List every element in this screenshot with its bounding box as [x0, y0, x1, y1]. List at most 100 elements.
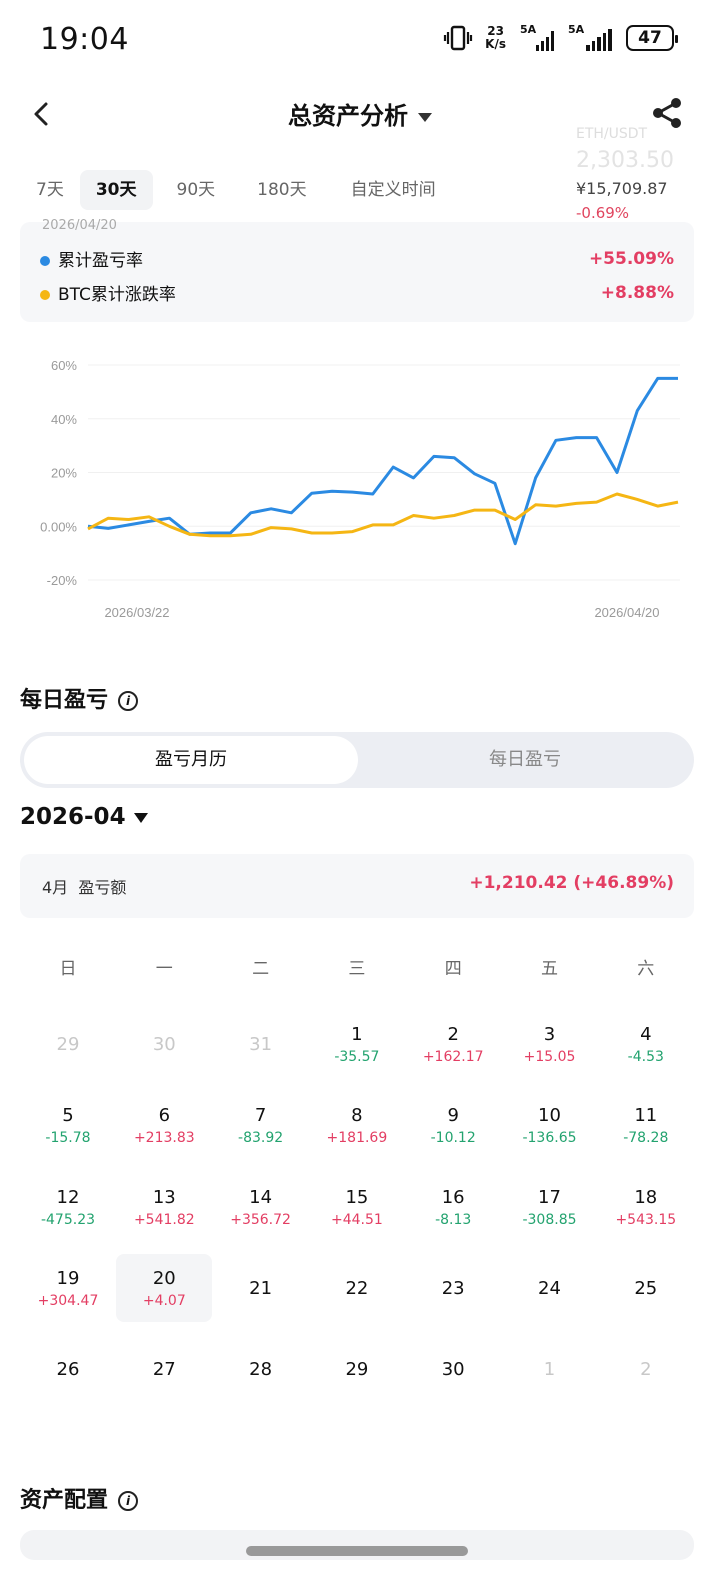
y-tick-label: 20%: [51, 466, 77, 481]
caret-down-icon: [418, 112, 432, 122]
yellow-dot-icon: [40, 290, 50, 300]
net-speed: 23 K/s: [485, 25, 506, 51]
day-number: 2: [640, 1359, 652, 1381]
day-number: 14: [249, 1186, 273, 1208]
calendar-day[interactable]: 29: [20, 1028, 116, 1096]
calendar-day[interactable]: 18 +543.15: [598, 1181, 694, 1249]
tab-30d[interactable]: 30天: [79, 170, 153, 210]
weekday-label: 一: [155, 959, 173, 979]
calendar-day[interactable]: 14 +356.72: [213, 1181, 309, 1249]
calendar-day[interactable]: 7 -83.92: [213, 1099, 309, 1167]
series-line: [87, 376, 678, 546]
calendar-day[interactable]: 10 -136.65: [502, 1099, 598, 1167]
x-tick-label: 2026/03/22: [104, 605, 169, 620]
blue-dot-icon: [40, 256, 50, 266]
legend-date: 2026/04/20: [42, 218, 117, 233]
weekday-label: 三: [348, 959, 366, 979]
tab-custom[interactable]: 自定义时间: [350, 180, 436, 200]
page-title-dropdown[interactable]: 总资产分析: [0, 96, 720, 131]
calendar-day[interactable]: 29: [309, 1353, 405, 1421]
calendar-day[interactable]: 17 -308.85: [502, 1181, 598, 1249]
tab-7d[interactable]: 7天: [36, 180, 64, 200]
month-picker[interactable]: 2026-04: [20, 804, 148, 830]
calendar-day[interactable]: 2 +162.17: [405, 1018, 501, 1086]
day-number: 1: [543, 1359, 556, 1381]
month-summary-value: +1,210.42 (+46.89%): [469, 873, 674, 893]
calendar-day[interactable]: 26: [20, 1353, 116, 1421]
calendar-day[interactable]: 22: [309, 1272, 405, 1340]
ticker-change: -0.69%: [576, 204, 630, 222]
day-pnl-value: +541.82: [133, 1211, 195, 1228]
segment-daily[interactable]: 每日盈亏: [489, 749, 561, 770]
day-number: 30: [152, 1034, 176, 1055]
calendar-day[interactable]: 8 +181.69: [309, 1099, 405, 1167]
calendar-day[interactable]: 1: [502, 1353, 598, 1421]
day-number: 10: [538, 1105, 561, 1127]
calendar-day[interactable]: 6 +213.83: [116, 1099, 212, 1167]
calendar-day[interactable]: 23: [405, 1272, 501, 1340]
day-number: 26: [56, 1359, 80, 1381]
home-indicator[interactable]: [246, 1546, 468, 1556]
day-number: 19: [56, 1267, 80, 1289]
day-number: 31: [249, 1034, 273, 1055]
calendar-day[interactable]: 21: [213, 1272, 309, 1340]
day-number: 16: [441, 1186, 465, 1208]
day-number: 6: [158, 1105, 171, 1127]
calendar-day[interactable]: 2: [598, 1353, 694, 1421]
calendar-day[interactable]: 16 -8.13: [405, 1181, 501, 1249]
calendar-day[interactable]: 9 -10.12: [405, 1099, 501, 1167]
day-number: 11: [634, 1105, 658, 1127]
day-pnl-value: -10.12: [430, 1130, 476, 1147]
day-pnl-value: -15.78: [45, 1130, 91, 1147]
calendar-day[interactable]: 31: [213, 1028, 309, 1096]
calendar-day[interactable]: 15 +44.51: [309, 1181, 405, 1249]
period-tabs: 7天 30天 90天 180天 自定义时间: [22, 170, 452, 210]
weekday-label: 日: [59, 959, 77, 979]
tab-180d[interactable]: 180天: [257, 180, 307, 200]
day-pnl-value: -4.53: [627, 1049, 664, 1065]
calendar-day[interactable]: 27: [116, 1353, 212, 1421]
legend-value: +55.09%: [588, 248, 674, 269]
calendar-day[interactable]: 13 +541.82: [116, 1181, 212, 1249]
back-icon[interactable]: [30, 100, 54, 128]
price-ticker: ETH/USDT 2,303.50 ¥15,709.87 -0.69%: [576, 126, 674, 222]
calendar-day[interactable]: 30: [116, 1028, 212, 1096]
y-tick-label: 40%: [51, 412, 77, 427]
calendar-day[interactable]: 11 -78.28: [598, 1099, 694, 1167]
calendar-day[interactable]: 20 +4.07: [116, 1253, 213, 1322]
info-icon[interactable]: i: [118, 691, 139, 711]
calendar-day[interactable]: 24: [502, 1272, 598, 1340]
legend-box: [20, 222, 694, 322]
performance-chart[interactable]: 60% 40% 20% 0.00% -20% 2026/03/22 2026/04/20: [0, 340, 720, 640]
calendar-day[interactable]: 19 +304.47: [20, 1262, 116, 1330]
day-number: 25: [634, 1277, 658, 1299]
asset-allocation-heading: 资产配置 i: [20, 1482, 139, 1514]
info-icon[interactable]: i: [118, 1491, 139, 1511]
y-tick-label: 60%: [51, 358, 77, 373]
day-pnl-value: -83.92: [238, 1130, 284, 1147]
calendar-day[interactable]: 28: [213, 1353, 309, 1421]
battery-icon: 47: [626, 25, 678, 51]
calendar-day[interactable]: 3 +15.05: [502, 1018, 598, 1086]
section-title: 每日盈亏: [20, 688, 109, 713]
ticker-price: 2,303.50: [576, 148, 674, 173]
segment-calendar[interactable]: 盈亏月历: [24, 736, 358, 784]
calendar-day[interactable]: 1 -35.57: [309, 1018, 405, 1086]
calendar-day[interactable]: 4 -4.53: [598, 1018, 694, 1086]
tab-90d[interactable]: 90天: [176, 180, 216, 200]
calendar-day[interactable]: 12 -475.23: [20, 1181, 116, 1249]
status-time: 19:04: [40, 22, 129, 57]
day-number: 30: [441, 1359, 465, 1381]
day-pnl-value: -8.13: [435, 1211, 472, 1228]
day-pnl-value: -308.85: [522, 1211, 577, 1228]
weekday-label: 六: [637, 959, 655, 979]
weekday-label: 四: [444, 959, 462, 979]
calendar-day[interactable]: 25: [598, 1272, 694, 1340]
caret-down-icon: [133, 812, 148, 823]
section-title: 资产配置: [20, 1488, 109, 1513]
calendar-day[interactable]: 5 -15.78: [20, 1099, 116, 1167]
day-pnl-value: +356.72: [230, 1211, 291, 1228]
calendar-day[interactable]: 30: [405, 1353, 501, 1421]
share-icon[interactable]: [650, 96, 684, 130]
